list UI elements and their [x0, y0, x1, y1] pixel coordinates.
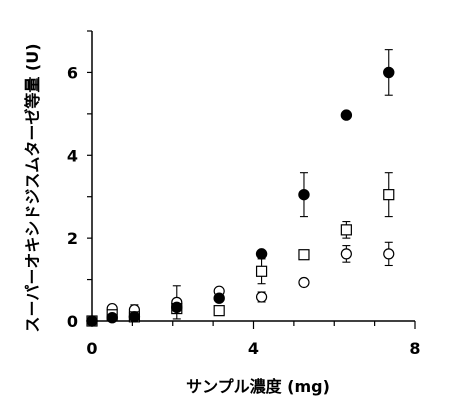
filled-circle-point — [255, 248, 268, 260]
filled-circle-point — [383, 66, 395, 79]
open-circle-point — [298, 276, 310, 289]
open-square-point — [340, 224, 352, 236]
x-axis-title: サンプル濃度 (mg) — [186, 377, 330, 396]
filled-circle-point — [128, 311, 141, 323]
error-bars — [88, 49, 393, 324]
open-circle-point — [340, 248, 352, 260]
y-tick-label: 4 — [67, 146, 78, 165]
filled-circle-point — [213, 292, 225, 304]
open-square-point — [298, 249, 310, 261]
open-square-point — [255, 265, 268, 277]
x-tick-label: 0 — [86, 339, 97, 358]
tick-labels: 0 2 4 6 0 4 8 — [67, 63, 421, 358]
x-tick-label: 8 — [409, 339, 420, 358]
y-axis-title: スーパーオキシドジスムターゼ等量 (U) — [23, 43, 42, 332]
filled-circle-point — [298, 188, 310, 201]
y-tick-label: 0 — [67, 312, 78, 331]
y-tick-label: 2 — [67, 229, 78, 248]
filled-circle-point — [340, 109, 353, 121]
filled-circle-point — [106, 311, 118, 324]
open-square-point — [383, 189, 395, 201]
y-tick-label: 6 — [67, 63, 78, 82]
axes — [87, 30, 416, 329]
open-circle-point — [255, 291, 268, 303]
x-tick-label: 4 — [248, 339, 259, 358]
filled-circle-point — [86, 315, 98, 327]
data-points — [86, 66, 395, 327]
filled-circle-point — [171, 301, 183, 314]
open-circle-point — [383, 248, 395, 260]
open-square-point — [213, 305, 225, 317]
